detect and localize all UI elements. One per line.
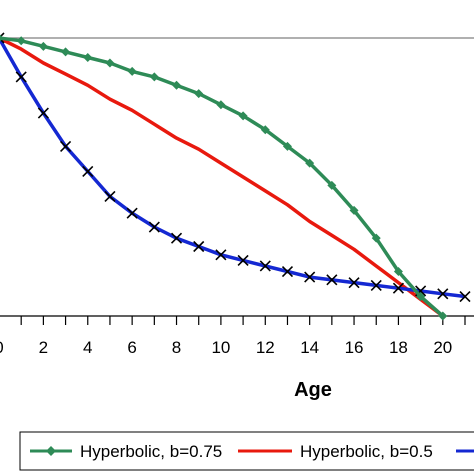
x-tick-label: 0 bbox=[0, 338, 4, 357]
legend: Hyperbolic, b=0.75 Hyperbolic, b=0.5 bbox=[19, 431, 474, 471]
data-point bbox=[216, 100, 226, 110]
data-point bbox=[260, 125, 270, 135]
x-tick-label: 16 bbox=[345, 338, 364, 357]
data-point bbox=[0, 32, 5, 44]
data-point bbox=[149, 72, 159, 82]
data-point bbox=[16, 36, 26, 46]
data-point bbox=[127, 66, 137, 76]
data-point bbox=[170, 232, 183, 244]
data-point bbox=[172, 80, 182, 90]
series-line bbox=[0, 37, 466, 299]
x-tick-label: 12 bbox=[256, 338, 275, 357]
data-point bbox=[326, 274, 338, 286]
data-point bbox=[0, 34, 4, 42]
series-1 bbox=[0, 36, 444, 318]
data-point bbox=[38, 41, 48, 51]
data-point bbox=[194, 89, 204, 99]
x-tick-label: 10 bbox=[211, 338, 230, 357]
data-point bbox=[459, 290, 471, 303]
data-point bbox=[60, 140, 72, 152]
data-point bbox=[282, 141, 292, 151]
data-point bbox=[238, 111, 248, 121]
data-point bbox=[104, 190, 116, 203]
x-tick-label: 20 bbox=[433, 338, 452, 357]
legend-label-red: Hyperbolic, b=0.5 bbox=[300, 442, 433, 461]
x-tick-label: 18 bbox=[389, 338, 408, 357]
data-point bbox=[438, 311, 448, 321]
legend-label-green: Hyperbolic, b=0.75 bbox=[80, 442, 222, 461]
data-point bbox=[327, 180, 337, 190]
data-point bbox=[304, 271, 316, 283]
data-point bbox=[105, 58, 115, 68]
data-point bbox=[416, 292, 426, 302]
series-0 bbox=[0, 34, 448, 321]
series-2 bbox=[0, 32, 471, 303]
data-point bbox=[393, 267, 403, 277]
series-line bbox=[0, 36, 444, 318]
x-axis-title: Age bbox=[294, 379, 332, 401]
data-point bbox=[237, 254, 249, 266]
data-point bbox=[82, 165, 94, 178]
x-axis-ticks: 0 2 4 6 8 10 12 14 16 18 20 bbox=[0, 316, 466, 357]
data-point bbox=[83, 52, 93, 62]
data-point bbox=[193, 240, 205, 253]
series-layer bbox=[0, 32, 471, 321]
x-tick-label: 14 bbox=[300, 338, 319, 357]
x-tick-label: 2 bbox=[39, 338, 48, 357]
data-point bbox=[215, 249, 227, 261]
data-point bbox=[148, 221, 160, 233]
x-tick-label: 4 bbox=[83, 338, 92, 357]
data-point bbox=[61, 47, 71, 57]
data-point bbox=[305, 158, 315, 168]
data-point bbox=[281, 265, 294, 278]
data-point bbox=[437, 288, 449, 300]
data-point bbox=[349, 205, 359, 215]
data-point bbox=[15, 71, 27, 83]
x-tick-label: 6 bbox=[127, 338, 136, 357]
legend-marker-diamond bbox=[46, 446, 56, 456]
series-line bbox=[0, 36, 444, 318]
data-point bbox=[392, 282, 404, 294]
data-point bbox=[370, 279, 382, 291]
data-point bbox=[371, 233, 381, 243]
data-point bbox=[259, 260, 271, 272]
data-point bbox=[348, 277, 360, 289]
data-point bbox=[37, 107, 49, 119]
data-point bbox=[126, 207, 138, 219]
x-tick-label: 8 bbox=[172, 338, 181, 357]
